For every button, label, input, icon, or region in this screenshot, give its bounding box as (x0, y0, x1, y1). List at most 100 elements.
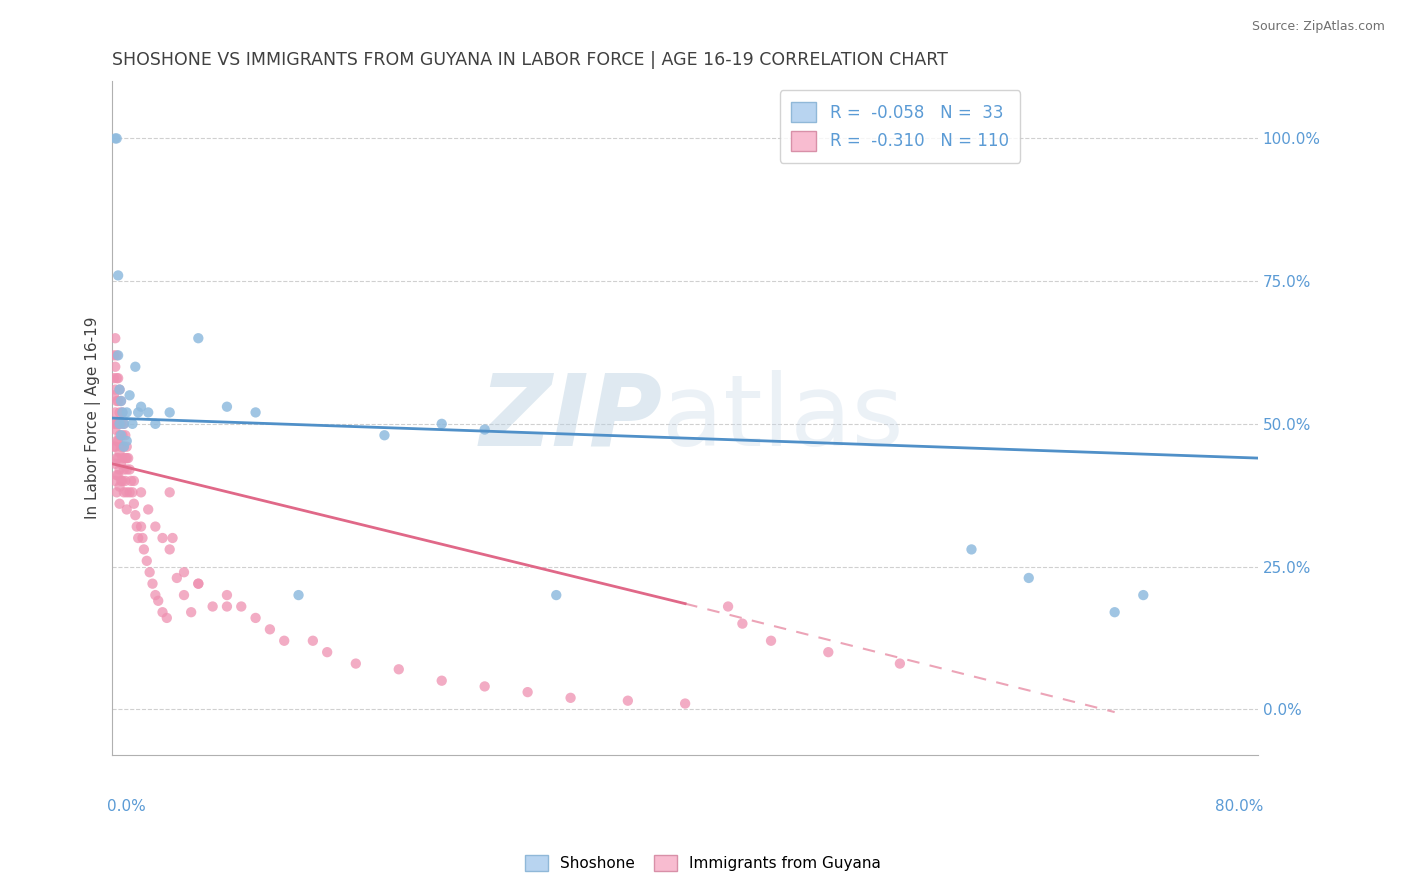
Point (110, 394, 132, 409)
Point (112, 417, 135, 431)
Legend: Shoshone, Immigrants from Guyana: Shoshone, Immigrants from Guyana (519, 849, 887, 877)
Point (104, 359, 127, 374)
Point (114, 451, 136, 466)
Point (187, 576, 209, 591)
Point (617, 694, 640, 708)
Point (107, 468, 129, 483)
Y-axis label: In Labor Force | Age 16-19: In Labor Force | Age 16-19 (86, 317, 101, 519)
Point (1018, 571, 1040, 585)
Point (273, 633, 295, 648)
Point (960, 542, 983, 557)
Point (110, 417, 132, 431)
Point (111, 428, 134, 442)
Point (145, 588, 167, 602)
Point (141, 576, 163, 591)
Point (104, 131, 127, 145)
Point (103, 348, 125, 362)
Point (107, 268, 129, 283)
Point (1132, 588, 1154, 602)
Point (108, 383, 131, 397)
Point (673, 697, 696, 711)
Point (173, 588, 195, 602)
Point (108, 480, 131, 494)
Point (105, 348, 128, 362)
Point (136, 405, 159, 419)
Point (103, 371, 125, 385)
Text: atlas: atlas (662, 369, 904, 467)
Point (108, 462, 131, 476)
Point (215, 588, 238, 602)
Point (132, 542, 155, 557)
Point (122, 474, 145, 488)
Point (104, 383, 127, 397)
Point (145, 519, 167, 533)
Point (159, 485, 181, 500)
Point (104, 405, 127, 419)
Point (104, 474, 127, 488)
Point (152, 531, 174, 545)
Point (105, 468, 128, 483)
Point (1104, 605, 1126, 619)
Point (108, 405, 131, 419)
Point (131, 531, 153, 545)
Point (560, 690, 582, 705)
Point (107, 451, 129, 466)
Point (245, 405, 267, 419)
Point (115, 405, 138, 419)
Point (110, 474, 132, 488)
Point (103, 417, 125, 431)
Point (105, 434, 128, 448)
Point (104, 457, 127, 471)
Point (112, 440, 135, 454)
Point (889, 657, 911, 671)
Point (112, 440, 135, 454)
Point (115, 462, 138, 476)
Point (107, 394, 129, 409)
Point (731, 616, 754, 631)
Point (180, 605, 202, 619)
Point (115, 451, 138, 466)
Point (546, 588, 568, 602)
Point (124, 508, 146, 523)
Point (187, 331, 209, 345)
Point (111, 405, 134, 419)
Point (187, 576, 209, 591)
Point (148, 594, 170, 608)
Point (156, 611, 179, 625)
Text: ZIP: ZIP (479, 369, 662, 467)
Point (215, 400, 238, 414)
Point (127, 531, 149, 545)
Point (259, 623, 281, 637)
Point (152, 605, 174, 619)
Point (110, 440, 132, 454)
Legend: R =  -0.058   N =  33, R =  -0.310   N = 110: R = -0.058 N = 33, R = -0.310 N = 110 (780, 90, 1021, 162)
Point (759, 633, 782, 648)
Point (112, 485, 135, 500)
Point (105, 417, 128, 431)
Point (108, 445, 131, 459)
Point (110, 394, 132, 409)
Text: 0.0%: 0.0% (107, 798, 145, 814)
Point (105, 451, 128, 466)
Point (124, 359, 146, 374)
Point (108, 428, 131, 442)
Point (107, 434, 129, 448)
Point (118, 485, 141, 500)
Point (122, 497, 145, 511)
Point (121, 417, 143, 431)
Point (118, 462, 141, 476)
Point (231, 599, 253, 614)
Point (388, 662, 411, 676)
Point (215, 599, 238, 614)
Point (245, 611, 267, 625)
Point (115, 485, 138, 500)
Point (125, 519, 148, 533)
Point (108, 497, 131, 511)
Point (316, 645, 339, 659)
Point (129, 400, 152, 414)
Point (105, 394, 128, 409)
Point (117, 451, 139, 466)
Point (344, 657, 367, 671)
Point (110, 428, 132, 442)
Point (129, 519, 152, 533)
